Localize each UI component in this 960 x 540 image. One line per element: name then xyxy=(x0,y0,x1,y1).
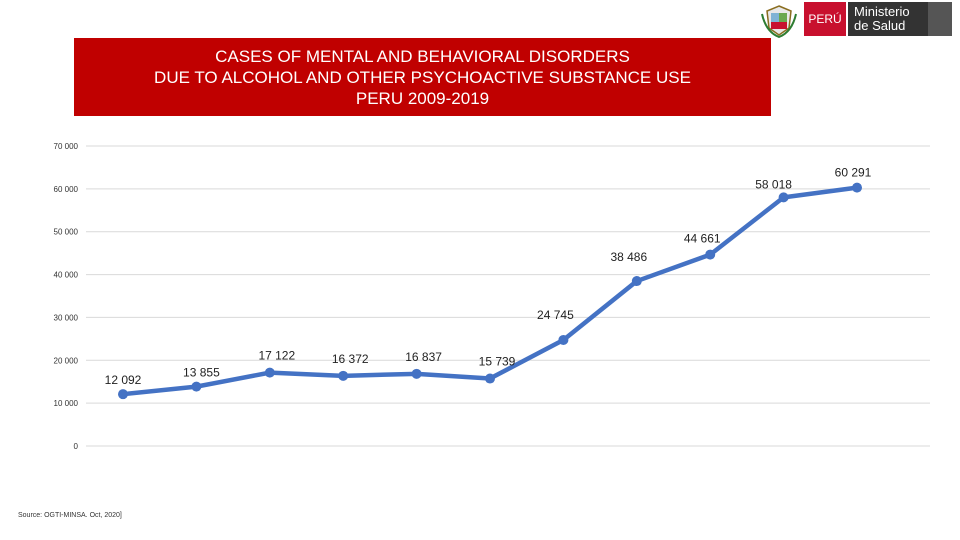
data-point xyxy=(852,182,862,193)
peru-label: PERÚ xyxy=(804,2,846,36)
data-labels: 12 092 13 855 17 122 16 372 16 837 15 739 24 7… xyxy=(105,166,872,388)
grid-lines xyxy=(86,145,930,447)
ministry-logo: PERÚ Ministerio de Salud xyxy=(760,0,960,40)
y-tick-label: 10 000 xyxy=(54,399,79,408)
data-label: 16 837 xyxy=(405,350,442,364)
data-point xyxy=(631,276,642,287)
data-point xyxy=(705,249,716,260)
y-tick-label: 30 000 xyxy=(54,313,79,322)
data-point xyxy=(485,373,495,384)
ministry-label: Ministerio de Salud xyxy=(848,2,928,36)
data-point xyxy=(338,370,349,381)
chart-title-banner: CASES OF MENTAL AND BEHAVIORAL DISORDERS… xyxy=(74,38,771,116)
data-label: 44 661 xyxy=(684,232,721,246)
chart-title-line-1: CASES OF MENTAL AND BEHAVIORAL DISORDERS xyxy=(215,46,630,66)
data-label: 60 291 xyxy=(835,166,872,180)
data-point xyxy=(118,389,128,400)
logo-stripes xyxy=(928,2,952,36)
data-label: 24 745 xyxy=(537,308,574,322)
data-label: 38 486 xyxy=(610,250,647,264)
data-point xyxy=(778,192,789,203)
y-tick-label: 0 xyxy=(74,442,79,451)
data-points xyxy=(118,182,862,400)
y-tick-label: 70 000 xyxy=(54,142,79,151)
data-label: 16 372 xyxy=(332,352,369,366)
y-tick-label: 50 000 xyxy=(54,228,79,237)
data-label: 58 018 xyxy=(755,177,792,191)
data-label: 15 739 xyxy=(479,355,516,369)
data-point xyxy=(558,334,569,345)
ministry-label-line-1: Ministerio xyxy=(854,4,910,19)
chart-title-line-2: DUE TO ALCOHOL AND OTHER PSYCHOACTIVE SU… xyxy=(154,67,691,87)
ministry-label-line-2: de Salud xyxy=(854,18,906,33)
source-note: Source: OGTI-MINSA. Oct, 2020] xyxy=(18,512,122,519)
data-point xyxy=(264,367,275,378)
y-axis-tick-labels: 0 10 000 20 000 30 000 40 000 50 000 60 000 70 … xyxy=(54,142,79,451)
y-tick-label: 20 000 xyxy=(54,356,79,365)
y-tick-label: 40 000 xyxy=(54,271,79,280)
data-point xyxy=(411,368,422,379)
y-tick-label: 60 000 xyxy=(54,185,79,194)
data-label: 13 855 xyxy=(183,366,220,380)
coat-of-arms-icon xyxy=(761,5,797,38)
data-point xyxy=(191,381,202,392)
data-label: 17 122 xyxy=(258,349,295,363)
chart-title-line-3: PERU 2009-2019 xyxy=(355,88,490,108)
data-label: 12 092 xyxy=(105,373,142,387)
